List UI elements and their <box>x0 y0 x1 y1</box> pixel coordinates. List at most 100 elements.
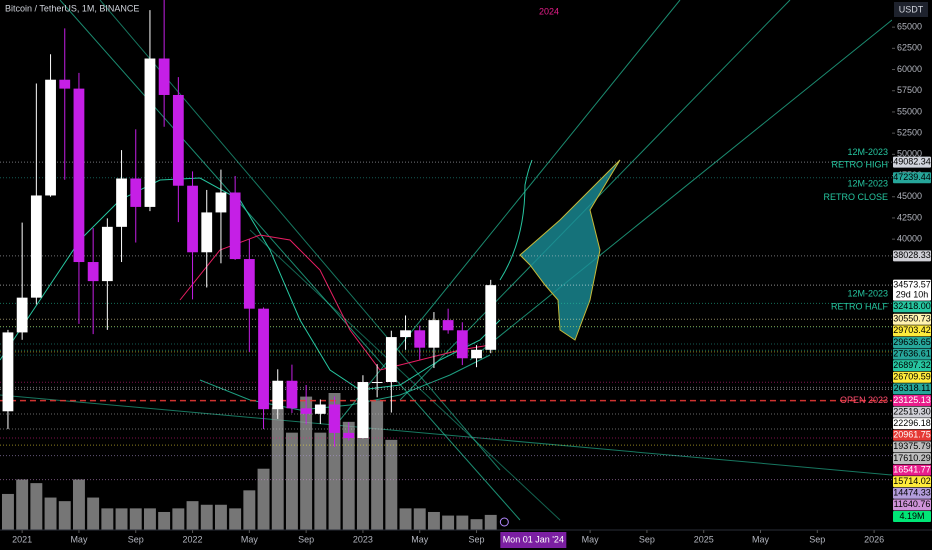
period-label: 2024 <box>539 6 559 16</box>
projection-area <box>519 159 621 341</box>
price-tag <box>893 406 931 418</box>
candles-layer <box>2 0 497 447</box>
price-tag <box>893 429 931 441</box>
price-tag <box>893 452 931 464</box>
volume-bar <box>158 511 171 530</box>
currency-box[interactable] <box>894 2 928 17</box>
candle-body <box>357 382 369 438</box>
price-tag <box>893 156 931 168</box>
price-tag <box>893 313 931 325</box>
volume-bar <box>101 508 114 530</box>
candle-body <box>172 94 184 186</box>
x-tick-label: Sep <box>128 534 144 544</box>
price-tag-label: 23125.13 <box>893 395 931 405</box>
candle-body <box>116 178 127 227</box>
volume-bar <box>328 392 341 530</box>
x-tick-label: Sep <box>469 534 485 544</box>
volume-bar <box>342 421 355 530</box>
price-tag <box>893 499 931 511</box>
x-tick-label: May <box>241 534 259 544</box>
candle-body <box>201 212 213 253</box>
x-tick-label: 2023 <box>353 534 373 544</box>
cursor-label: Mon 01 Jan '24 <box>503 534 564 544</box>
price-tag <box>893 371 931 383</box>
candle-body <box>16 297 28 333</box>
price-lines <box>0 161 892 481</box>
volume-bar <box>371 400 384 530</box>
x-tick-label: 2022 <box>183 534 203 544</box>
candle-body <box>400 330 411 338</box>
currency-label[interactable]: USDT <box>899 4 924 14</box>
price-tag-label: 34573.57 <box>893 280 931 290</box>
candle-body <box>300 408 312 414</box>
volume-bar <box>385 439 398 530</box>
price-tag-label: 32418.00 <box>893 301 931 311</box>
price-tag-label: 4.19M <box>899 511 924 521</box>
trend-line <box>0 394 893 476</box>
price-tag <box>893 172 931 184</box>
candle-body <box>371 382 383 384</box>
volume-bar <box>442 515 455 530</box>
annotation: RETRO HALF <box>831 301 889 311</box>
volume-bar <box>172 508 185 530</box>
price-tag <box>893 441 931 453</box>
candle-body <box>215 192 227 213</box>
price-tag <box>893 336 931 348</box>
volume-bar <box>16 479 29 530</box>
volume-bar <box>30 483 43 530</box>
annotation: OPEN 2023 <box>840 395 888 405</box>
x-tick-label: Sep <box>809 534 825 544</box>
candle-body <box>30 195 42 298</box>
candle-body <box>485 285 497 350</box>
price-tag <box>893 476 931 488</box>
candle-body <box>258 308 269 410</box>
price-tag-label: 19375.79 <box>893 441 931 451</box>
price-tag-label: 26318.11 <box>894 383 931 393</box>
candle-body <box>385 337 397 383</box>
price-tag-label: 38028.33 <box>893 250 931 260</box>
x-tick-label: Sep <box>298 534 314 544</box>
cursor-marker <box>499 517 509 527</box>
price-tag-label: 47239.44 <box>893 172 931 182</box>
volume-bar <box>58 501 71 530</box>
price-tag-label: 11640.76 <box>894 499 931 509</box>
x-tick-label: May <box>70 534 88 544</box>
candle-body <box>158 58 170 95</box>
price-tag-label: 17610.29 <box>893 453 931 463</box>
volume-bar <box>427 511 440 530</box>
volume-bar <box>87 497 100 530</box>
price-tag-label: 20961.75 <box>893 430 931 440</box>
volume-bar <box>413 508 426 530</box>
price-tag <box>893 464 931 476</box>
candle-body <box>314 404 326 414</box>
y-tick-label: 57500 <box>897 85 922 95</box>
price-tag <box>893 418 931 430</box>
annotations-layer: 12M-2023 RETRO HIGH 12M-2023 RETRO CLOSE 12M… <box>823 147 888 405</box>
candle-body <box>414 330 426 348</box>
annotation: RETRO CLOSE <box>823 192 888 202</box>
price-tag-label: 22519.30 <box>893 406 931 416</box>
x-tick-label: 2025 <box>694 534 714 544</box>
candle-body <box>59 79 71 89</box>
volume-bar <box>200 504 213 530</box>
candle-body <box>343 432 355 438</box>
x-tick-label: 2021 <box>12 534 32 544</box>
price-tag-label: 22296.18 <box>893 418 931 428</box>
volume-bar <box>356 400 369 530</box>
projection-line <box>499 159 533 281</box>
x-tick-label: May <box>411 534 429 544</box>
candle-body <box>144 58 156 207</box>
annotation: 12M-2023 <box>847 147 888 157</box>
y-tick-label: 52500 <box>897 128 922 138</box>
countdown-label: 29d 10h <box>896 290 929 300</box>
volume-bar <box>72 479 85 530</box>
volume-bar <box>456 515 469 530</box>
volume-bar <box>399 508 412 530</box>
y-tick-label: 65000 <box>897 22 922 32</box>
x-tick-label: 2026 <box>864 534 884 544</box>
candle-body <box>45 79 56 196</box>
annotation: 12M-2023 <box>847 289 888 299</box>
